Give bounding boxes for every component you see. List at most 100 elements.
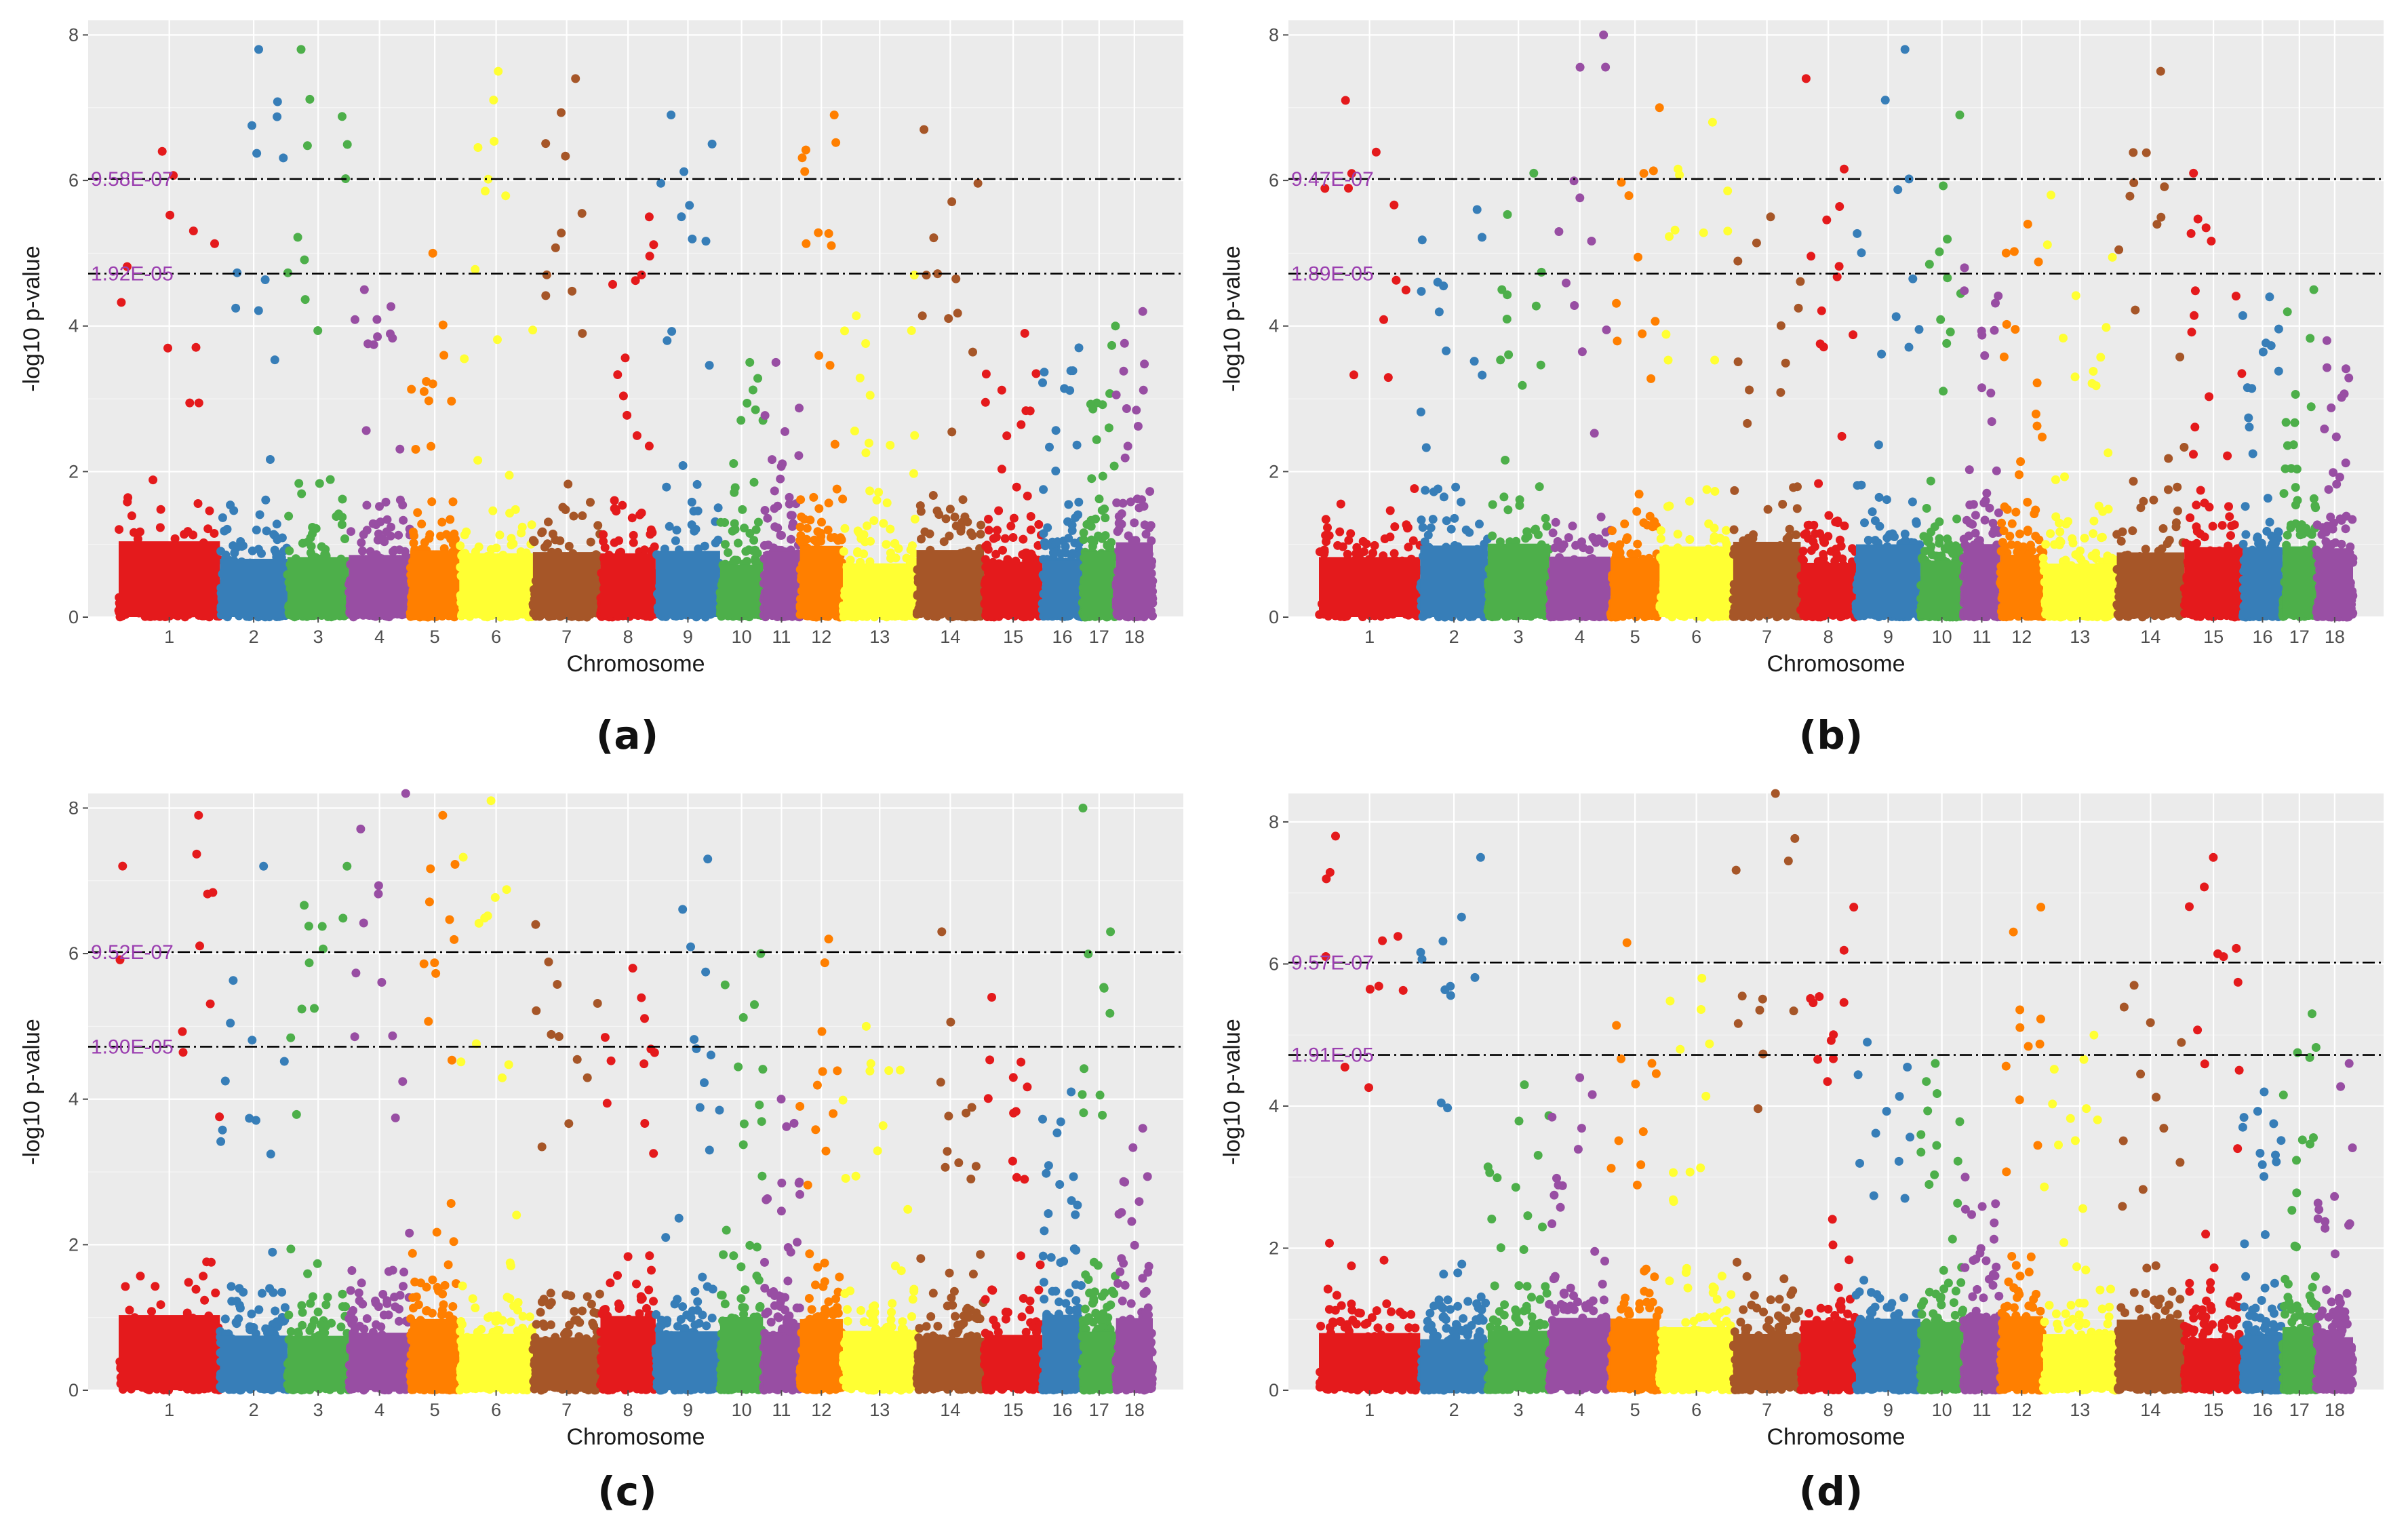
snp-dense-band bbox=[459, 553, 533, 617]
snp-point bbox=[840, 326, 849, 336]
snp-point bbox=[740, 524, 749, 533]
snp-point bbox=[1139, 385, 1148, 395]
snp-point bbox=[193, 499, 203, 508]
snp-point bbox=[254, 306, 263, 315]
snp-point bbox=[127, 511, 136, 521]
chromosome-11-points bbox=[759, 357, 804, 622]
threshold-label: 9.58E-07 bbox=[91, 168, 174, 191]
snp-point bbox=[823, 526, 833, 534]
snp-point bbox=[882, 498, 892, 507]
snp-point bbox=[495, 530, 505, 540]
snp-point bbox=[439, 351, 449, 360]
snp-point bbox=[610, 538, 619, 547]
snp-point bbox=[716, 517, 726, 527]
snp-point bbox=[797, 153, 807, 163]
snp-point bbox=[586, 537, 595, 547]
snp-point bbox=[859, 549, 869, 559]
snp-point bbox=[437, 517, 447, 527]
snp-point bbox=[976, 530, 985, 539]
snp-point bbox=[1145, 487, 1155, 496]
snp-point bbox=[262, 526, 271, 536]
snp-point bbox=[1120, 338, 1129, 348]
x-tick-label: 15 bbox=[1003, 627, 1023, 647]
snp-point bbox=[861, 448, 871, 458]
snp-point bbox=[388, 334, 397, 343]
snp-point bbox=[305, 94, 315, 104]
snp-point bbox=[1043, 523, 1052, 532]
snp-point bbox=[1071, 513, 1080, 522]
snp-point bbox=[133, 534, 142, 544]
snp-point bbox=[922, 271, 931, 280]
snp-point bbox=[748, 385, 757, 395]
snp-point bbox=[1074, 497, 1084, 507]
snp-point bbox=[395, 545, 404, 555]
snp-point bbox=[753, 549, 762, 558]
snp-point bbox=[802, 239, 811, 248]
snp-point bbox=[1025, 406, 1035, 416]
snp-point bbox=[273, 97, 282, 106]
snp-point bbox=[557, 108, 566, 117]
snp-point bbox=[861, 339, 871, 348]
snp-point bbox=[1064, 500, 1073, 509]
snp-point bbox=[561, 505, 570, 514]
snp-point bbox=[855, 373, 865, 382]
snp-point bbox=[233, 268, 242, 277]
snp-point bbox=[1140, 520, 1149, 530]
thresholds: 9.58E-07 1.92E-05 bbox=[88, 168, 1183, 285]
snp-point bbox=[608, 279, 617, 289]
threshold-label: 1.92E-05 bbox=[91, 262, 174, 285]
snp-point bbox=[713, 503, 723, 513]
snp-point bbox=[511, 505, 520, 514]
snp-point bbox=[1002, 431, 1012, 441]
snp-point bbox=[984, 526, 993, 535]
snp-point bbox=[909, 469, 918, 478]
chromosome-9-points bbox=[652, 111, 724, 622]
x-tick-label: 16 bbox=[1052, 627, 1072, 647]
snp-point bbox=[963, 517, 972, 527]
snp-point bbox=[1112, 498, 1122, 507]
snp-point bbox=[1101, 513, 1110, 523]
snp-point bbox=[678, 461, 688, 470]
snp-point bbox=[337, 520, 347, 529]
snp-point bbox=[387, 302, 395, 311]
snp-point bbox=[185, 398, 195, 408]
snp-point bbox=[342, 140, 352, 149]
snp-dense-band bbox=[655, 551, 720, 617]
snp-point bbox=[729, 459, 738, 468]
snp-point bbox=[417, 519, 427, 529]
snp-point bbox=[1089, 537, 1099, 547]
snp-point bbox=[631, 276, 640, 286]
snp-point bbox=[231, 303, 241, 313]
snp-point bbox=[981, 397, 990, 407]
snp-point bbox=[620, 353, 630, 363]
snp-point bbox=[827, 241, 836, 250]
snp-point bbox=[372, 315, 382, 324]
snp-point bbox=[255, 510, 264, 519]
snp-point bbox=[941, 514, 951, 524]
snp-point bbox=[1092, 435, 1101, 444]
snp-point bbox=[1000, 534, 1010, 543]
snp-point bbox=[372, 520, 381, 530]
snp-point bbox=[273, 535, 282, 545]
snp-point bbox=[486, 545, 496, 554]
snp-point bbox=[569, 511, 578, 521]
snp-point bbox=[1008, 533, 1018, 542]
chromosome-6-points bbox=[456, 66, 538, 622]
snp-point bbox=[865, 391, 875, 400]
snp-point bbox=[809, 492, 818, 502]
snp-point bbox=[850, 427, 859, 435]
snp-point bbox=[1019, 534, 1028, 544]
snp-point bbox=[787, 511, 797, 520]
snp-point bbox=[541, 139, 551, 149]
snp-point bbox=[541, 291, 551, 300]
snp-point bbox=[966, 528, 976, 538]
snp-point bbox=[840, 524, 850, 533]
plot-background bbox=[88, 20, 1183, 617]
snp-dense-band bbox=[600, 553, 656, 617]
snp-point bbox=[993, 526, 1002, 535]
snp-point bbox=[1097, 506, 1107, 515]
snp-point bbox=[325, 475, 335, 484]
snp-point bbox=[1103, 541, 1112, 551]
snp-dense-band bbox=[984, 562, 1043, 617]
snp-point bbox=[1079, 528, 1088, 538]
